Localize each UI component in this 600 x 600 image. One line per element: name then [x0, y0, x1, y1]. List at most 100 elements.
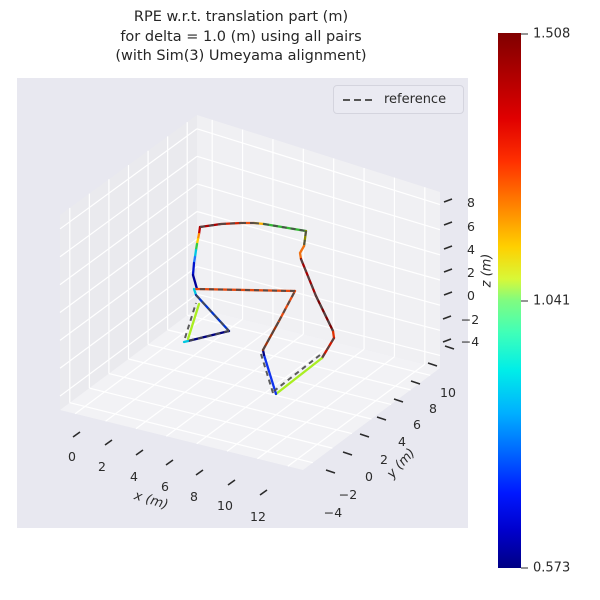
- z-tick-mark: [442, 338, 452, 343]
- legend-label: reference: [384, 92, 447, 107]
- grid-line: [226, 348, 365, 452]
- grid-line: [167, 329, 411, 391]
- grid-line: [196, 183, 441, 256]
- y-tick-label: 2: [380, 452, 388, 467]
- z-tick-label: −4: [461, 334, 479, 349]
- trajectory-segment: [331, 329, 336, 340]
- y-tick-label: −2: [339, 487, 357, 502]
- y-tick-label: 8: [429, 401, 437, 416]
- reference-trajectory-dashes: [253, 222, 265, 225]
- x-tick-mark: [72, 431, 81, 438]
- reference-trajectory-dashes: [195, 294, 230, 332]
- x-tick-label: 0: [68, 449, 76, 464]
- x-tick-label: 10: [217, 498, 233, 513]
- colorbar-tick-max: 1.508: [521, 27, 570, 42]
- x-tick-mark: [165, 459, 174, 466]
- title-line-2: for delta = 1.0 (m) using all pairs: [120, 28, 362, 45]
- reference-trajectory-dashes: [195, 288, 296, 292]
- x-tick-label: 12: [250, 509, 266, 524]
- trajectory-segment: [193, 248, 198, 259]
- grid-line: [74, 311, 213, 415]
- trajectory-segment: [197, 225, 202, 236]
- tick-mark: [521, 567, 528, 569]
- colorbar-max-label: 1.508: [533, 26, 571, 42]
- z-tick-label: 6: [467, 219, 475, 234]
- x-tick-label: 2: [98, 459, 106, 474]
- tick-mark: [521, 300, 528, 302]
- grid-line: [108, 372, 353, 435]
- reference-trajectory-dashes: [273, 354, 321, 392]
- grid-line: [196, 341, 335, 445]
- x-tick-mark: [227, 479, 236, 486]
- x-tick-mark: [104, 439, 113, 446]
- z-tick-label: 4: [467, 242, 475, 257]
- reference-trajectory-dashes: [263, 223, 307, 232]
- reference-trajectory-dashes: [187, 330, 230, 342]
- y-tick-mark: [444, 345, 455, 350]
- grid-line: [287, 363, 426, 467]
- z-tick-mark: [443, 221, 453, 226]
- grid-line: [128, 358, 372, 420]
- trajectory-segment: [191, 261, 196, 277]
- reference-trajectory-dashes: [184, 302, 197, 339]
- colorbar-min-label: 0.573: [533, 560, 571, 576]
- reference-trajectory-dashes: [278, 290, 296, 322]
- x-tick-mark: [195, 469, 204, 476]
- grid-line: [59, 238, 198, 341]
- plot-title: RPE w.r.t. translation part (m) for delt…: [21, 8, 461, 67]
- trajectory-segment: [191, 273, 199, 291]
- colorbar-gradient: [498, 33, 521, 568]
- grid-line: [196, 293, 441, 357]
- x-tick-label: 4: [130, 469, 138, 484]
- z-tick-mark: [443, 245, 453, 250]
- colorbar-tick-min: 0.573: [521, 561, 570, 576]
- y-tick-mark: [359, 433, 370, 438]
- trajectory-segment: [182, 339, 190, 344]
- reference-trajectory-dashes: [300, 258, 317, 297]
- reference-trajectory-dashes: [199, 223, 222, 228]
- grid-line: [165, 333, 304, 437]
- grid-line: [257, 356, 395, 460]
- z-tick-label: 0: [467, 288, 475, 303]
- y-tick-mark: [325, 469, 336, 474]
- y-tick-mark: [393, 398, 404, 403]
- grid-line: [59, 128, 198, 230]
- grid-line: [196, 238, 441, 306]
- grid-line: [187, 314, 431, 376]
- legend-reference[interactable]: reference: [333, 85, 464, 114]
- z-tick-label: −2: [461, 312, 479, 327]
- grid-line: [59, 293, 198, 397]
- trajectory-segment: [298, 244, 306, 261]
- z-tick-mark: [443, 291, 453, 296]
- tick-mark: [521, 33, 528, 35]
- grid-line: [196, 128, 441, 206]
- y-tick-label: 0: [365, 469, 373, 484]
- reference-trajectory-dashes: [262, 320, 280, 351]
- z-tick-mark: [442, 315, 452, 320]
- y-tick-mark: [427, 362, 438, 367]
- y-tick-label: 10: [440, 385, 456, 400]
- trajectory-segment: [186, 302, 201, 341]
- z-axis-label: z (m): [479, 253, 495, 288]
- grid-line: [59, 211, 198, 313]
- grid-line: [196, 266, 441, 331]
- x-tick-mark: [135, 449, 144, 456]
- reference-trajectory-dashes: [220, 222, 242, 225]
- colorbar: 1.508 1.041 0.573: [498, 27, 570, 576]
- grid-line: [69, 402, 313, 464]
- z-tick-label: 8: [467, 195, 475, 210]
- reference-trajectory-dashes: [315, 295, 334, 332]
- z-tick-mark: [443, 198, 453, 203]
- x-tick-mark: [259, 489, 268, 496]
- title-line-1: RPE w.r.t. translation part (m): [133, 9, 349, 25]
- grid-line: [196, 155, 441, 231]
- dashed-line-sample-icon: [343, 98, 375, 101]
- y-tick-mark: [376, 416, 387, 421]
- reference-trajectory-dashes: [260, 353, 274, 394]
- y-tick-label: −4: [324, 505, 342, 520]
- reference-trajectory-dashes: [321, 337, 335, 359]
- z-tick-mark: [443, 268, 453, 273]
- colorbar-mid-label: 1.041: [533, 293, 571, 309]
- grid-line: [89, 387, 333, 449]
